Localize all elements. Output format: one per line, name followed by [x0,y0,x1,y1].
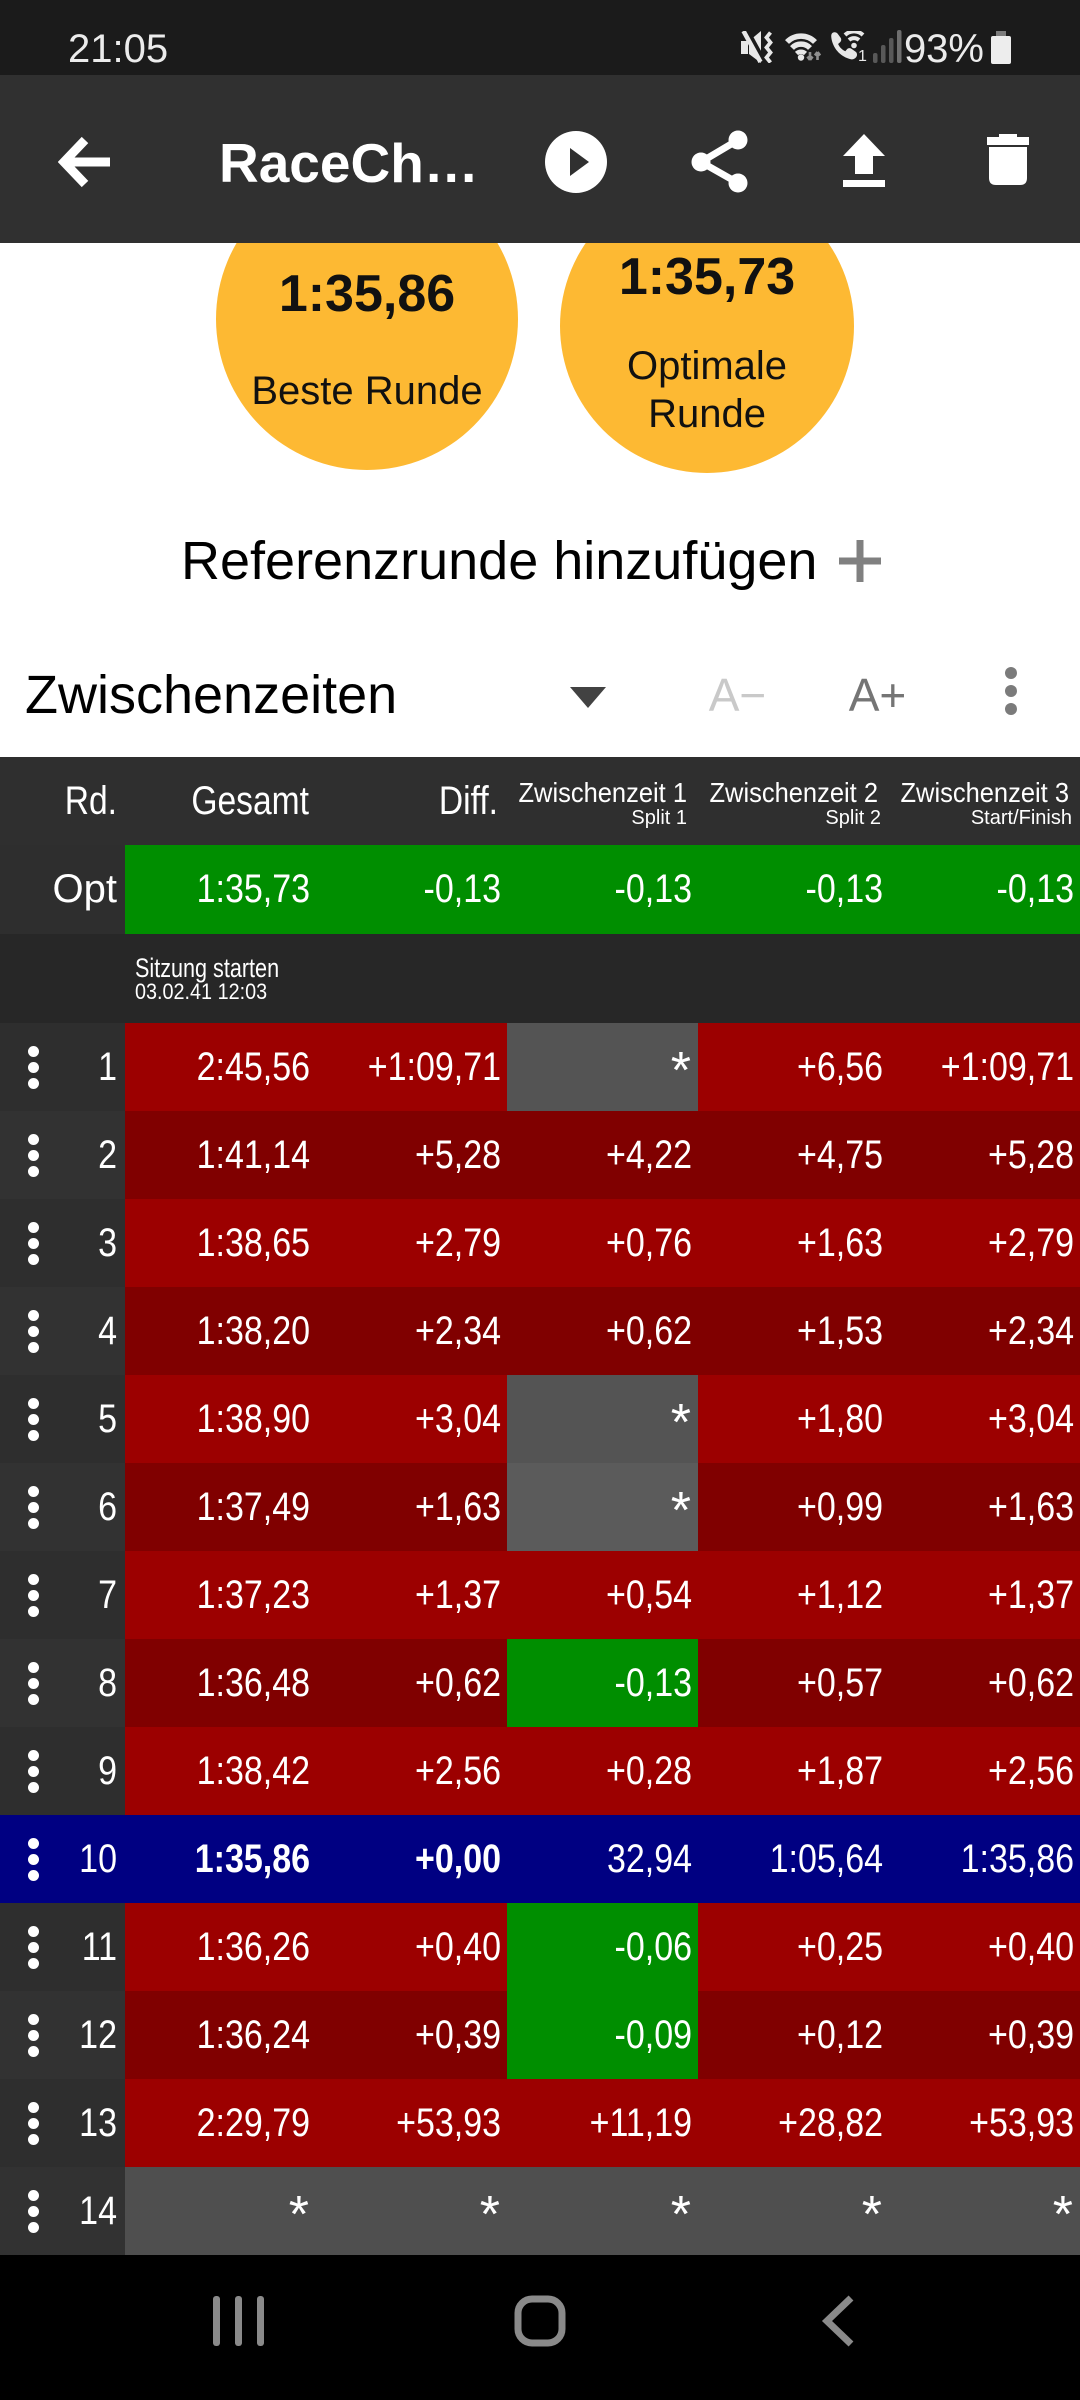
svg-text:1: 1 [858,48,867,62]
